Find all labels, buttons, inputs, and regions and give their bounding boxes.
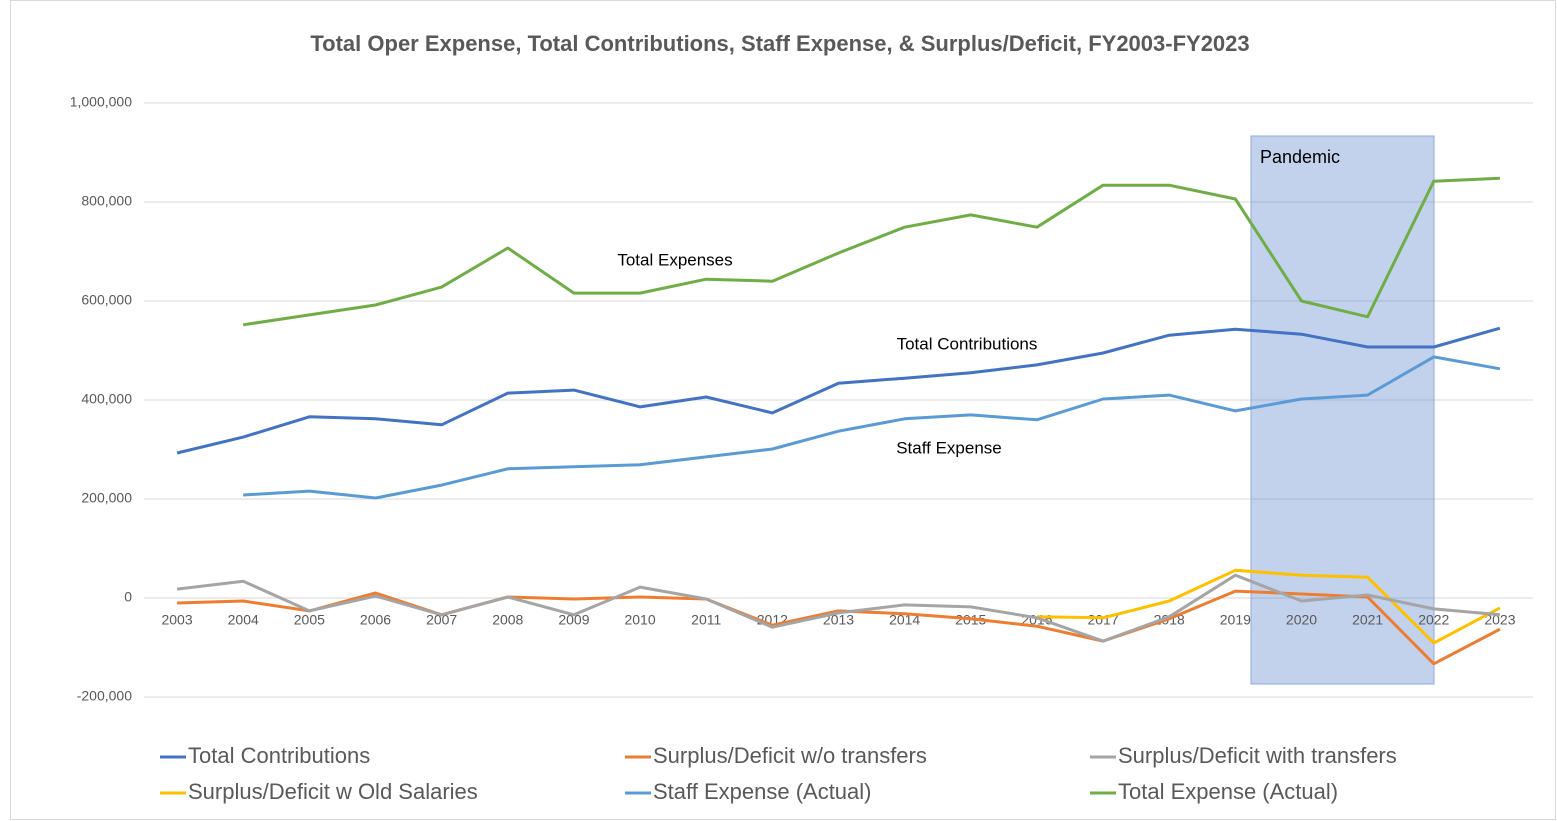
x-tick-label: 2020 [1286,612,1317,628]
x-tick-label: 2003 [161,612,192,628]
y-tick-label: 400,000 [81,391,132,407]
legend-label: Surplus/Deficit w Old Salaries [188,779,478,804]
series-line [1036,568,1501,645]
y-tick-label: -200,000 [77,688,132,704]
series-line [176,573,1501,643]
legend-label: Staff Expense (Actual) [653,779,872,804]
series-line [243,355,1501,500]
x-tick-label: 2006 [360,612,391,628]
x-tick-label: 2010 [624,612,655,628]
x-tick-label: 2011 [691,612,721,628]
y-tick-label: 600,000 [81,292,132,308]
series-line [176,326,1501,455]
x-tick-label: 2009 [558,612,589,628]
chart-border [10,0,1556,820]
y-tick-label: 200,000 [81,490,132,506]
x-tick-label: 2023 [1484,612,1515,628]
x-tick-label: 2019 [1220,612,1251,628]
x-tick-label: 2007 [426,612,457,628]
y-tick-label: 1,000,000 [70,94,132,110]
legend-label: Surplus/Deficit with transfers [1118,743,1397,768]
annotation: Total Contributions [897,334,1038,353]
chart-title: Total Oper Expense, Total Contributions,… [310,31,1249,56]
y-tick-label: 800,000 [81,193,132,209]
annotation: Total Expenses [617,250,732,269]
legend-label: Surplus/Deficit w/o transfers [653,743,927,768]
legend-label: Total Contributions [188,743,370,768]
x-tick-label: 2022 [1418,612,1449,628]
x-tick-label: 2008 [492,612,523,628]
y-tick-label: 0 [124,589,132,605]
annotation: Pandemic [1260,147,1340,167]
legend-label: Total Expense (Actual) [1118,779,1338,804]
x-tick-label: 2004 [228,612,259,628]
x-tick-label: 2005 [294,612,325,628]
annotation: Staff Expense [896,438,1002,457]
series-line [242,176,1500,327]
x-tick-label: 2021 [1352,612,1383,628]
